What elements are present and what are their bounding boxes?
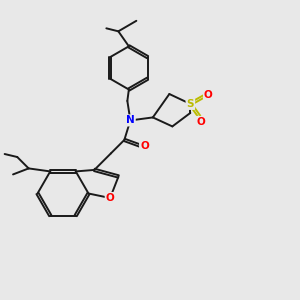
- Text: O: O: [204, 90, 213, 100]
- Text: O: O: [140, 141, 149, 151]
- Text: N: N: [126, 116, 135, 125]
- Text: O: O: [106, 193, 115, 203]
- Text: S: S: [187, 99, 194, 109]
- Text: O: O: [196, 117, 205, 127]
